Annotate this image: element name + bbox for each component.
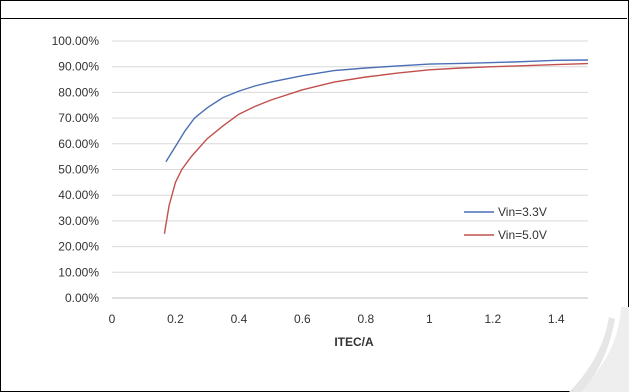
y-tick-label: 90.00%: [58, 60, 99, 74]
x-tick-label: 1: [426, 312, 433, 326]
y-tick-label: 20.00%: [58, 240, 99, 254]
y-tick-label: 30.00%: [58, 214, 99, 228]
y-tick-label: 60.00%: [58, 137, 99, 151]
x-tick-label: 1.4: [548, 312, 565, 326]
y-tick-label: 50.00%: [58, 163, 99, 177]
series-lines: [163, 59, 589, 234]
legend-label-2: Vin=5.0V: [498, 228, 547, 242]
watermark-swoosh: [569, 307, 629, 392]
header-strip: [0, 0, 627, 19]
x-tick-label: 1.2: [484, 312, 501, 326]
series-line-1: [165, 59, 589, 163]
series-line-2: [163, 62, 589, 234]
legend: Vin=3.3V Vin=5.0V: [464, 205, 547, 242]
axes: 0.00% 10.00% 20.00% 30.00% 40.00% 50.00% 60.00…: [52, 34, 588, 326]
y-tick-label: 40.00%: [58, 188, 99, 202]
x-tick-label: 0.4: [231, 312, 248, 326]
y-tick-label: 80.00%: [58, 85, 99, 99]
x-tick-label: 0.6: [294, 312, 311, 326]
legend-label-1: Vin=3.3V: [498, 205, 547, 219]
x-tick-label: 0: [109, 312, 116, 326]
x-axis-title: ITEC/A: [334, 335, 374, 349]
grid-lines: [112, 40, 588, 273]
y-tick-label: 0.00%: [65, 291, 99, 305]
x-tick-label: 0.8: [358, 312, 375, 326]
y-tick-label: 70.00%: [58, 111, 99, 125]
x-tick-label: 0.2: [167, 312, 184, 326]
y-tick-label: 100.00%: [52, 34, 100, 48]
y-tick-label: 10.00%: [58, 265, 99, 279]
